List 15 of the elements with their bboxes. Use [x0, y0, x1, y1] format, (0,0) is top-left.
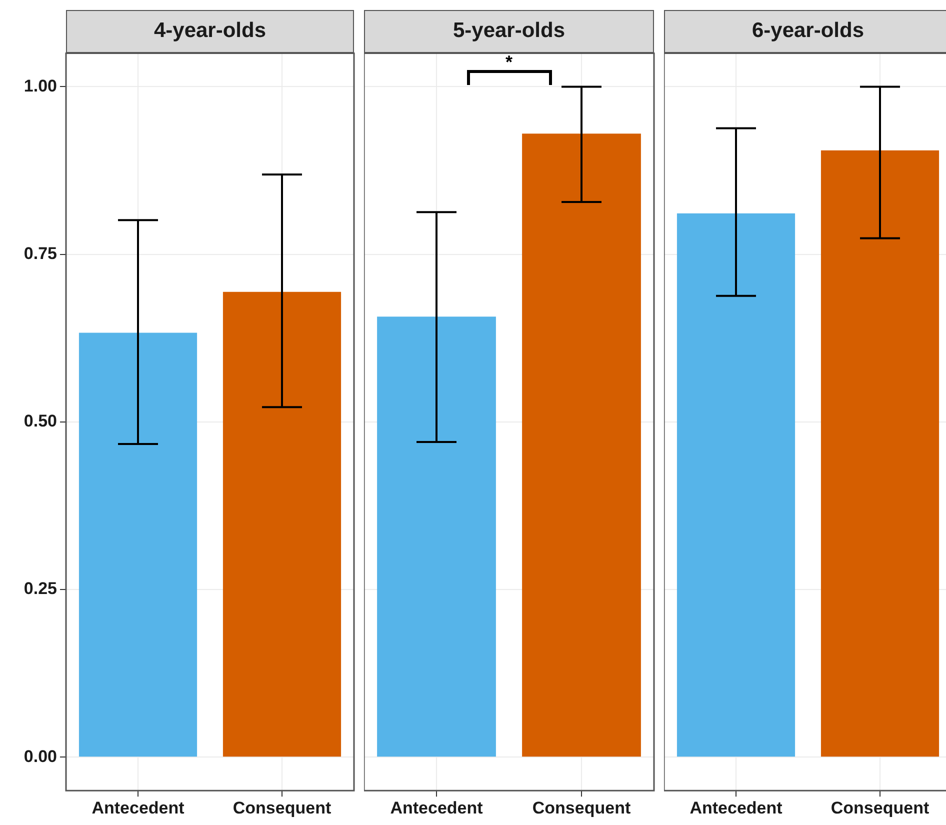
y-tick-label: 0.00 [24, 746, 57, 766]
chart-title: 5-year-olds [364, 10, 654, 53]
x-tick-label: Antecedent [690, 798, 783, 818]
y-tick-label: 0.25 [24, 579, 57, 598]
x-tick-label: Consequent [532, 798, 631, 818]
annotation: * [504, 52, 514, 72]
x-tick-label: Consequent [232, 798, 332, 818]
y-tick-label: 0.50 [24, 412, 57, 431]
x-tick-label: Antecedent [390, 798, 484, 818]
y-tick-label: 1.00 [24, 76, 57, 96]
chart-title: 4-year-olds [66, 10, 354, 53]
x-tick-label: Antecedent [92, 798, 185, 818]
y-tick-label: 0.75 [24, 244, 57, 263]
x-tick-label: Consequent [830, 798, 930, 818]
chart-title: 6-year-olds [664, 10, 946, 53]
